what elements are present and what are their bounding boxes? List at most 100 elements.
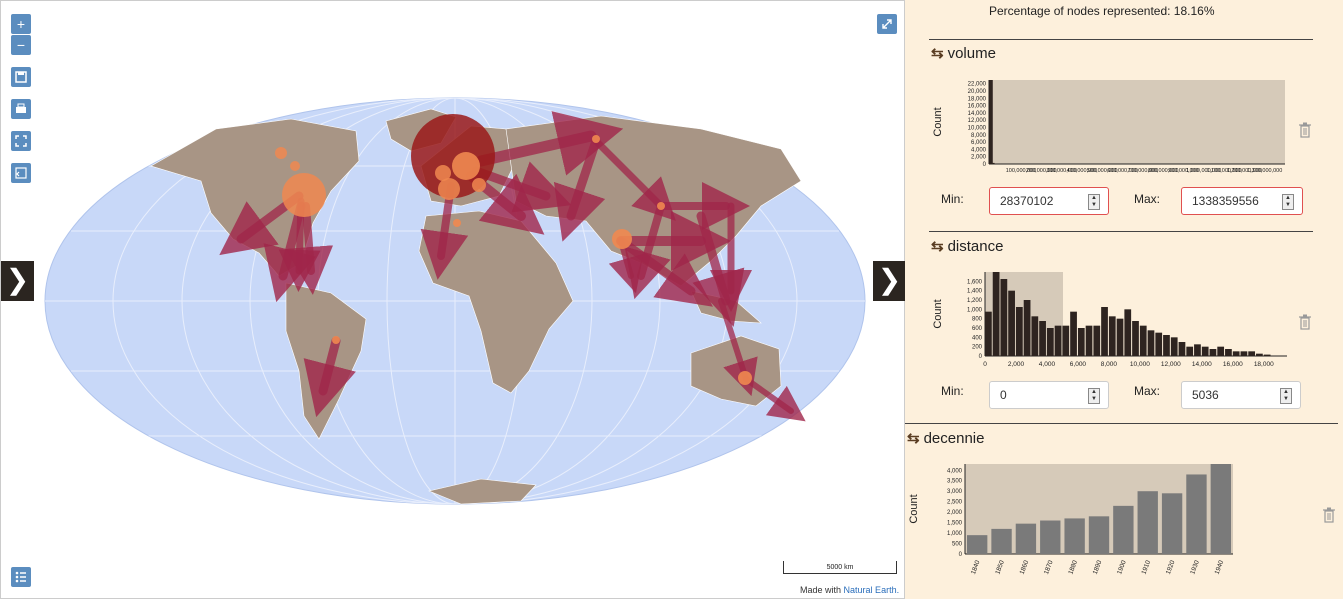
zoom-in-button[interactable]: + (11, 14, 31, 34)
y-tick-label: 3,000 (947, 489, 963, 495)
bar (1064, 518, 1084, 554)
distance-header[interactable]: ⇆ distance (931, 237, 1003, 255)
scale-label: 5000 km (827, 564, 854, 571)
chevron-right-icon-left[interactable]: ❯ (1, 261, 34, 301)
spinner-icon[interactable]: ▲▼ (1282, 194, 1294, 210)
volume-max-input[interactable]: 1338359556 ▲▼ (1181, 187, 1303, 215)
y-tick-label: 12,000 (968, 118, 987, 124)
y-tick-label: 4,000 (971, 147, 987, 153)
bar (1179, 342, 1186, 356)
swap-icon[interactable]: ⇆ (931, 44, 944, 62)
selection-brush (989, 80, 1285, 164)
distance-min-input[interactable]: 0▲▼ (989, 381, 1109, 409)
y-tick-label: 1,000 (967, 307, 983, 313)
y-tick-label: 0 (979, 354, 983, 360)
natural-earth-link[interactable]: Natural Earth. (844, 585, 900, 595)
distance-min-label: Min: (941, 384, 964, 398)
y-tick-label: 1,200 (967, 298, 983, 304)
x-tick-label: 1850 (994, 559, 1006, 575)
x-tick-label: 1860 (1019, 559, 1031, 575)
y-tick-label: 14,000 (968, 111, 987, 117)
bar (989, 80, 991, 164)
y-tick-label: 1,400 (967, 289, 983, 295)
chevron-right-icon[interactable]: ❯ (873, 261, 906, 301)
bar (1070, 312, 1077, 356)
undo-icon[interactable] (11, 163, 31, 183)
collapse-icon[interactable] (877, 14, 897, 34)
bar (1040, 521, 1060, 554)
y-axis-label: Count (932, 299, 944, 328)
volume-title: volume (948, 45, 996, 62)
bar (993, 272, 1000, 356)
y-axis-label: Count (908, 494, 920, 523)
y-tick-label: 2,000 (947, 510, 963, 516)
spinner-icon[interactable]: ▲▼ (1280, 388, 1292, 404)
bar (1186, 347, 1193, 356)
legend-list-icon[interactable] (11, 567, 31, 587)
world-map[interactable] (1, 1, 906, 600)
x-tick-label: 1940 (1214, 559, 1226, 575)
bar (1132, 321, 1139, 356)
bar (1217, 347, 1224, 356)
trash-icon[interactable] (1299, 122, 1311, 138)
bar (1086, 326, 1093, 356)
x-tick-label: 1840 (970, 559, 982, 575)
x-tick-label: 18,000 (1254, 361, 1274, 368)
volume-max-value: 1338359556 (1192, 194, 1259, 208)
bar (1138, 491, 1158, 554)
separator (905, 423, 1338, 424)
scale-bar: 5000 km (783, 561, 897, 574)
y-tick-label: 1,500 (947, 521, 963, 527)
bar (985, 312, 992, 356)
spinner-icon[interactable]: ▲▼ (1088, 388, 1100, 404)
distance-title: distance (948, 238, 1004, 255)
volume-min-label: Min: (941, 192, 964, 206)
x-tick-label: 1900 (1116, 559, 1128, 575)
bar (1163, 335, 1170, 356)
bar (1109, 316, 1116, 356)
y-tick-label: 800 (972, 317, 983, 323)
y-tick-label: 0 (983, 162, 987, 168)
map-panel[interactable]: + − ❯ ❯ 5000 km Made with Natural Earth. (0, 0, 905, 599)
bar (1186, 474, 1206, 554)
bar (1241, 351, 1248, 356)
decennie-header[interactable]: ⇆ decennie (907, 429, 984, 447)
save-icon[interactable] (11, 67, 31, 87)
volume-histogram[interactable]: Count02,0004,0006,0008,00010,00012,00014… (927, 74, 1297, 178)
volume-header[interactable]: ⇆ volume (931, 44, 996, 62)
attribution-prefix: Made with (800, 585, 841, 595)
y-tick-label: 8,000 (971, 133, 987, 139)
zoom-out-button[interactable]: − (11, 35, 31, 55)
bar (993, 163, 995, 164)
x-tick-label: 10,000 (1130, 361, 1150, 368)
bar (1008, 291, 1015, 356)
x-tick-label: 1910 (1141, 559, 1153, 575)
decennie-title: decennie (924, 430, 985, 447)
y-tick-label: 2,500 (947, 500, 963, 506)
bar (1039, 321, 1046, 356)
bar (1264, 355, 1271, 356)
bar (967, 535, 987, 554)
trash-icon[interactable] (1299, 314, 1311, 330)
fit-extent-icon[interactable] (11, 131, 31, 151)
bar (991, 80, 993, 164)
y-tick-label: 1,000 (947, 531, 963, 537)
y-tick-label: 16,000 (968, 104, 987, 110)
bar (1211, 464, 1231, 554)
bar (1148, 330, 1155, 356)
bar (1155, 333, 1162, 356)
decennie-histogram[interactable]: Count05001,0001,5002,0002,5003,0003,5004… (903, 458, 1243, 592)
swap-icon[interactable]: ⇆ (907, 429, 920, 447)
x-tick-label: 12,000 (1161, 361, 1181, 368)
print-icon[interactable] (11, 99, 31, 119)
swap-icon[interactable]: ⇆ (931, 237, 944, 255)
bar (1256, 354, 1263, 356)
bar (1016, 307, 1023, 356)
volume-max-label: Max: (1134, 192, 1160, 206)
trash-icon[interactable] (1323, 507, 1335, 523)
bar (1055, 326, 1062, 356)
volume-min-input[interactable]: 28370102▲▼ (989, 187, 1109, 215)
spinner-icon[interactable]: ▲▼ (1088, 194, 1100, 210)
distance-max-input[interactable]: 5036▲▼ (1181, 381, 1301, 409)
